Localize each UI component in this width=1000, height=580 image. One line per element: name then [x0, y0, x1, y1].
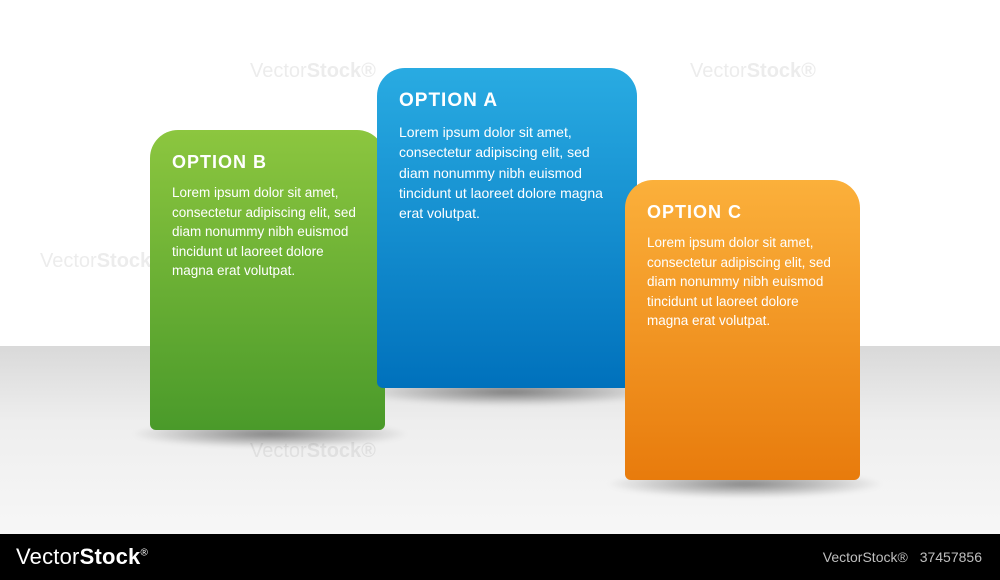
option-b-card: OPTION B Lorem ipsum dolor sit amet, cons… — [150, 130, 385, 430]
option-b-body: Lorem ipsum dolor sit amet, consectetur … — [172, 183, 363, 281]
brand-prefix: Vector — [16, 544, 80, 569]
infographic-stage: VectorStock®VectorStock®VectorStock®Vect… — [0, 0, 1000, 580]
brand-suffix: Stock — [80, 544, 141, 569]
option-a-title: OPTION A — [399, 90, 615, 112]
option-c-title: OPTION C — [647, 202, 838, 223]
cards-layer: OPTION A Lorem ipsum dolor sit amet, cons… — [0, 0, 1000, 580]
option-a-card: OPTION A Lorem ipsum dolor sit amet, cons… — [377, 68, 637, 388]
option-b-title: OPTION B — [172, 152, 363, 173]
option-a-body: Lorem ipsum dolor sit amet, consectetur … — [399, 122, 615, 223]
footer-bar: VectorStock® VectorStock® 37457856 — [0, 534, 1000, 580]
option-c-body: Lorem ipsum dolor sit amet, consectetur … — [647, 233, 838, 331]
brand-logo: VectorStock® — [16, 544, 148, 570]
image-id: VectorStock® 37457856 — [823, 549, 982, 565]
option-c-card: OPTION C Lorem ipsum dolor sit amet, cons… — [625, 180, 860, 480]
